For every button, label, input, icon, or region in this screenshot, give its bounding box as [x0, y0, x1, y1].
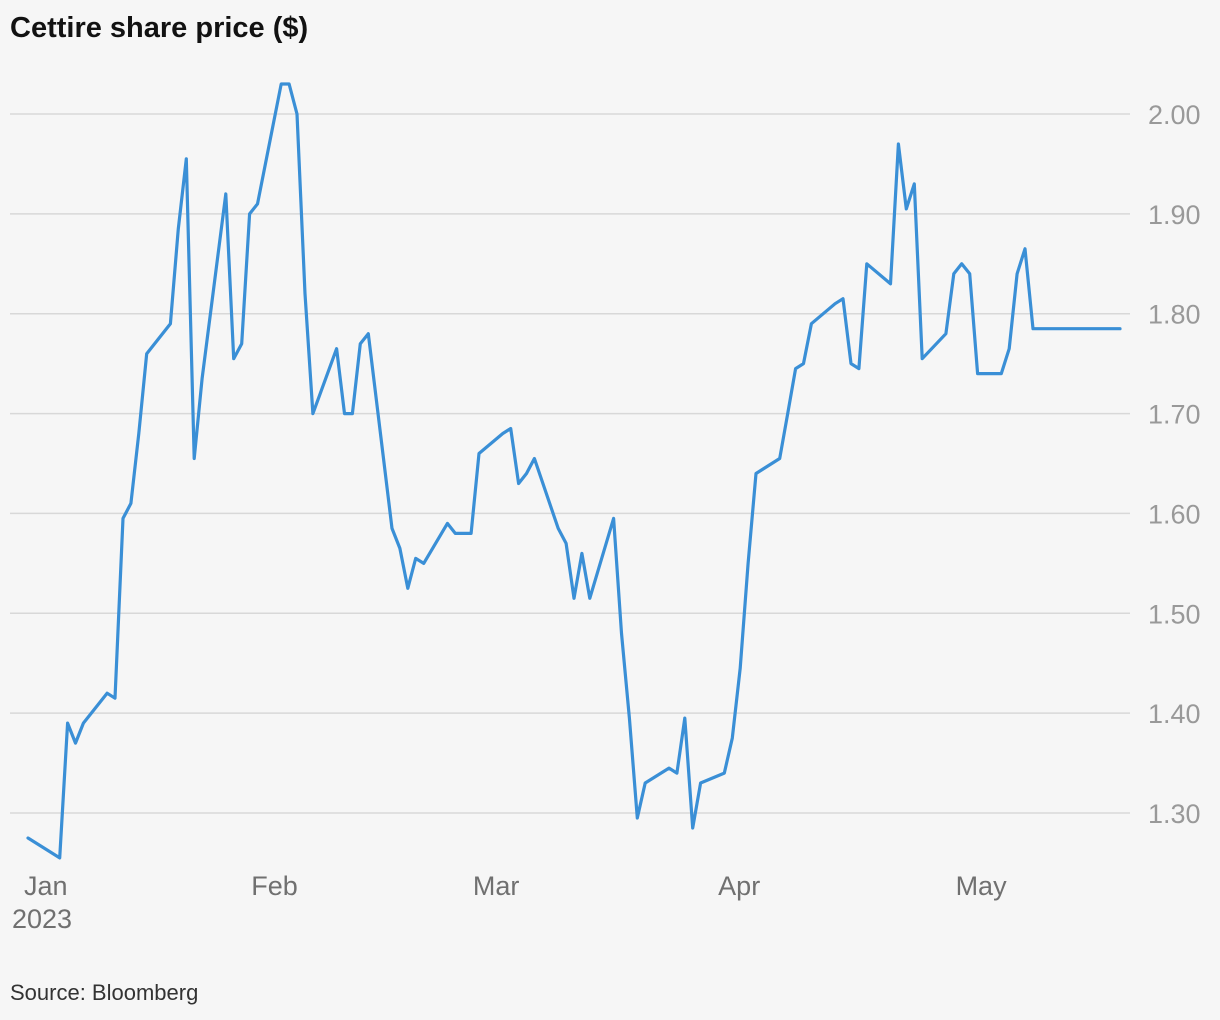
x-tick-label: Feb	[251, 871, 298, 901]
x-tick-label: Apr	[718, 871, 760, 901]
y-axis: 1.30 1.40 1.50 1.60 1.70 1.80 1.90 2.00	[1148, 100, 1201, 829]
y-tick-label: 1.30	[1148, 799, 1201, 829]
y-tick-label: 1.70	[1148, 400, 1201, 430]
y-tick-label: 1.80	[1148, 300, 1201, 330]
x-tick-label: Mar	[473, 871, 520, 901]
y-tick-label: 1.50	[1148, 599, 1201, 629]
y-tick-label: 1.90	[1148, 200, 1201, 230]
y-tick-label: 1.60	[1148, 499, 1201, 529]
y-tick-label: 2.00	[1148, 100, 1201, 130]
gridlines	[10, 113, 1130, 814]
share-price-line	[26, 82, 1122, 860]
x-tick-label: May	[956, 871, 1008, 901]
chart-title: Cettire share price ($)	[10, 12, 309, 44]
x-tick-year-label: 2023	[12, 904, 72, 934]
source-note: Source: Bloomberg	[10, 980, 199, 1005]
x-tick-label: Jan	[24, 871, 68, 901]
line-chart: 1.30 1.40 1.50 1.60 1.70 1.80 1.90 2.00 Jan2023…	[10, 82, 1201, 934]
y-tick-label: 1.40	[1148, 699, 1201, 729]
series-group	[26, 82, 1122, 860]
